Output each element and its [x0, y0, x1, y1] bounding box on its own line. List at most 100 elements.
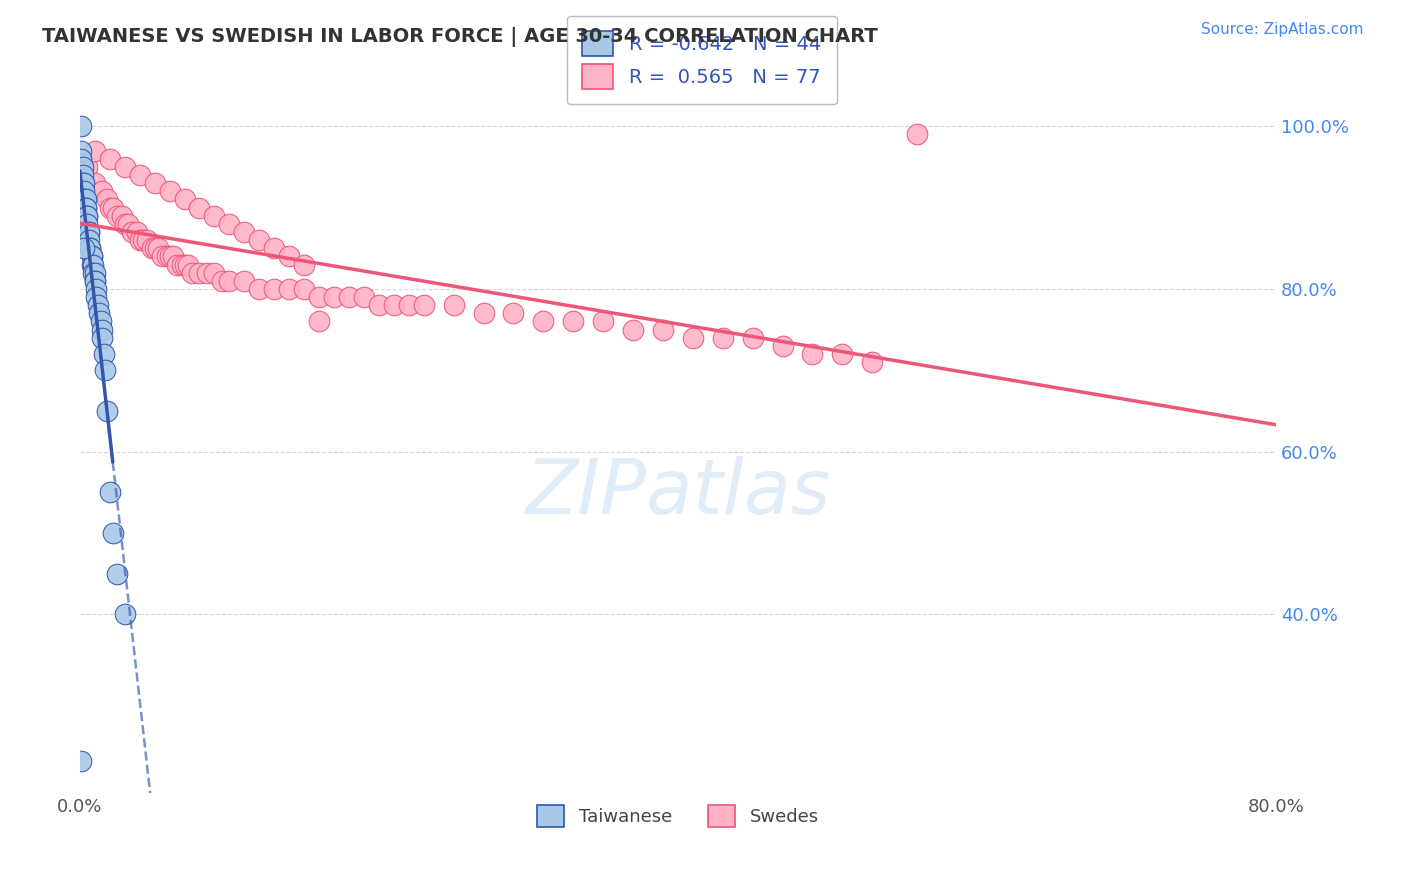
Point [98, 201, 121, 215]
Point [772, 339, 794, 353]
Point [76, 209, 98, 223]
Point [76, 209, 98, 223]
Point [592, 314, 614, 328]
Point [247, 282, 270, 296]
Point [114, 160, 136, 174]
Point [114, 607, 136, 622]
Point [87, 298, 110, 312]
Point [131, 233, 153, 247]
Point [98, 485, 121, 500]
Point [98, 152, 121, 166]
Point [80, 258, 103, 272]
Point [70, 120, 93, 134]
Point [398, 298, 420, 312]
Point [73, 193, 96, 207]
Point [101, 526, 124, 541]
Point [73, 176, 96, 190]
Point [860, 355, 883, 369]
Text: ZIPatlas: ZIPatlas [526, 456, 831, 530]
Point [76, 217, 98, 231]
Point [278, 249, 301, 263]
Point [96, 404, 118, 418]
Point [711, 331, 734, 345]
Point [79, 241, 101, 255]
Point [211, 274, 233, 288]
Point [292, 258, 315, 272]
Point [136, 233, 159, 247]
Point [218, 217, 240, 231]
Point [263, 241, 285, 255]
Point [80, 249, 103, 263]
Point [141, 241, 163, 255]
Point [233, 225, 256, 239]
Point [75, 201, 97, 215]
Point [204, 266, 226, 280]
Point [292, 282, 315, 296]
Point [159, 185, 181, 199]
Point [82, 266, 104, 280]
Point [166, 258, 188, 272]
Point [146, 241, 169, 255]
Text: Source: ZipAtlas.com: Source: ZipAtlas.com [1201, 22, 1364, 37]
Point [621, 323, 644, 337]
Point [70, 754, 93, 768]
Point [105, 566, 128, 581]
Point [121, 225, 143, 239]
Point [143, 176, 166, 190]
Point [105, 209, 128, 223]
Point [831, 347, 853, 361]
Point [323, 290, 346, 304]
Point [83, 266, 105, 280]
Point [218, 274, 240, 288]
Point [562, 314, 585, 328]
Point [188, 201, 211, 215]
Point [86, 282, 108, 296]
Point [75, 193, 97, 207]
Point [86, 290, 108, 304]
Point [531, 314, 554, 328]
Point [93, 347, 115, 361]
Point [176, 258, 198, 272]
Point [181, 266, 204, 280]
Point [195, 266, 218, 280]
Point [91, 323, 114, 337]
Point [173, 258, 195, 272]
Point [111, 209, 134, 223]
Point [233, 274, 256, 288]
Point [353, 290, 375, 304]
Text: TAIWANESE VS SWEDISH IN LABOR FORCE | AGE 30-34 CORRELATION CHART: TAIWANESE VS SWEDISH IN LABOR FORCE | AG… [42, 27, 877, 46]
Point [150, 249, 173, 263]
Point [247, 233, 270, 247]
Point [83, 176, 105, 190]
Point [188, 266, 211, 280]
Point [117, 217, 139, 231]
Point [801, 347, 824, 361]
Point [652, 323, 675, 337]
Point [741, 331, 763, 345]
Point [72, 176, 94, 190]
Point [125, 225, 148, 239]
Point [502, 306, 524, 320]
Point [472, 306, 495, 320]
Point [382, 298, 405, 312]
Point [170, 258, 193, 272]
Point [83, 144, 105, 158]
Point [70, 152, 93, 166]
Point [128, 233, 150, 247]
Point [73, 241, 96, 255]
Point [89, 306, 111, 320]
Point [91, 185, 114, 199]
Point [308, 314, 330, 328]
Point [83, 274, 105, 288]
Point [79, 241, 101, 255]
Point [143, 241, 166, 255]
Legend: Taiwanese, Swedes: Taiwanese, Swedes [530, 798, 825, 834]
Point [83, 274, 105, 288]
Point [73, 185, 96, 199]
Point [412, 298, 434, 312]
Point [77, 225, 100, 239]
Point [96, 193, 118, 207]
Point [76, 160, 98, 174]
Point [114, 217, 136, 231]
Point [263, 282, 285, 296]
